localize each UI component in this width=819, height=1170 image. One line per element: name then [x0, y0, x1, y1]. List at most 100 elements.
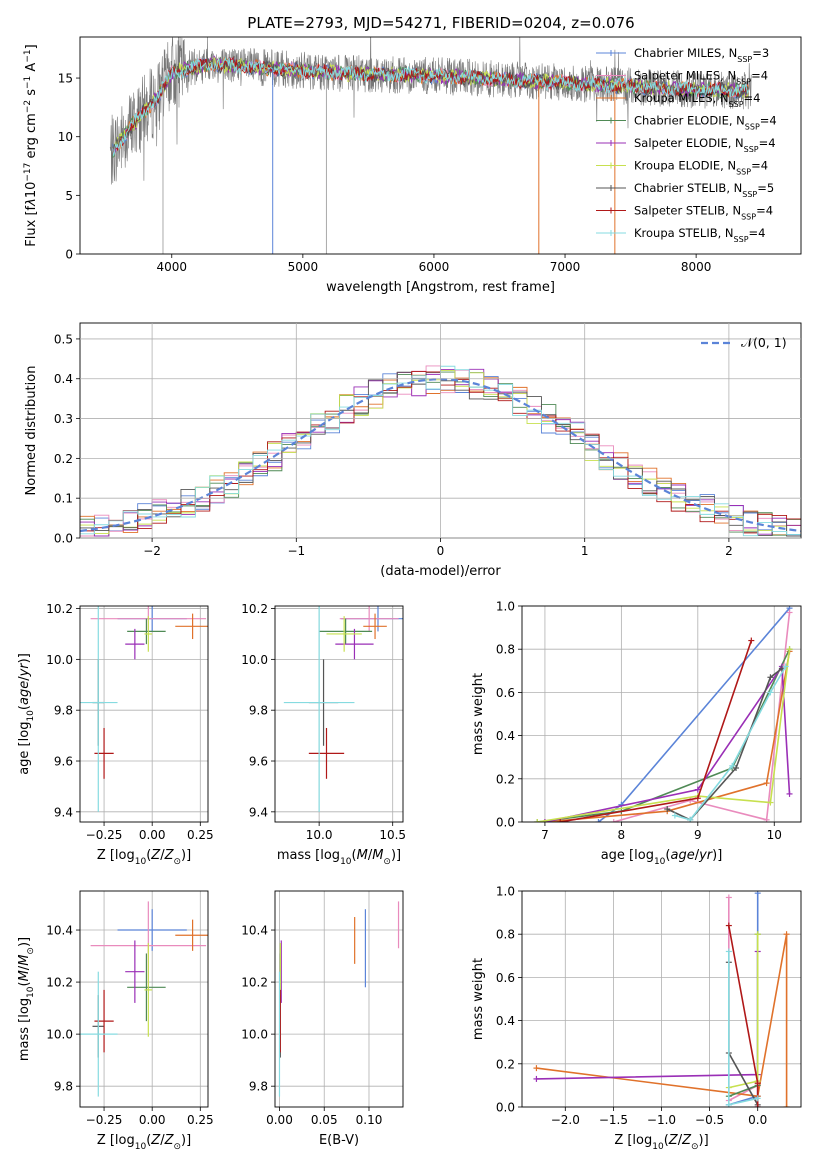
y-tick-label: 10.2 — [241, 602, 268, 616]
model-spectrum-line — [112, 55, 749, 157]
axes-frame — [274, 890, 404, 1108]
x-tick-label: 6000 — [419, 260, 450, 274]
y-axis-label: Flux [fλ10−17 erg cm−2 s−1 A−1] — [23, 44, 39, 246]
y-tick-label: 1.0 — [496, 885, 515, 899]
y-tick-label: 0.8 — [496, 928, 515, 942]
x-tick-label: 0.00 — [266, 1113, 293, 1127]
x-tick-label: 0.0 — [748, 1113, 767, 1127]
y-tick-label: 0.0 — [496, 1101, 515, 1115]
x-tick-label: 8 — [618, 828, 626, 842]
age-vs-mass-panel: 10.0 10.5 9.4 9.6 9.8 10.0 10.2 mass [log10(M/M… — [241, 602, 406, 867]
x-tick-label: −1.5 — [599, 1113, 628, 1127]
y-tick-label: 0.3 — [54, 412, 73, 426]
y-tick-label: 0.2 — [54, 452, 73, 466]
legend-label: Salpeter MILES, NSSP=4 — [634, 69, 768, 87]
x-tick-label: 7000 — [550, 260, 581, 274]
y-tick-label: 0.8 — [496, 643, 515, 657]
x-tick-label: 0.25 — [187, 828, 214, 842]
y-tick-label: 10.0 — [241, 1028, 268, 1042]
y-axis-label: mass weight — [471, 958, 486, 1040]
legend-label: Kroupa ELODIE, NSSP=4 — [634, 159, 768, 177]
y-tick-label: 0.0 — [496, 816, 515, 830]
y-tick-label: 0.4 — [496, 1014, 515, 1028]
x-tick-label: 2 — [725, 544, 733, 558]
y-tick-label: 0 — [65, 248, 73, 262]
axes-frame — [79, 890, 209, 1108]
weight-vs-metallicity-panel: −2.0 −1.5 −1.0 −0.5 0.0 0.0 0.2 0.4 0.6 0.8 1.0 Z [… — [471, 885, 802, 1152]
y-tick-label: 9.8 — [249, 704, 268, 718]
x-tick-label: 8000 — [681, 260, 712, 274]
weight-series-line — [537, 649, 791, 822]
x-tick-label: 7 — [541, 828, 549, 842]
axes-frame — [521, 890, 802, 1108]
y-axis-label: Normed distribution — [24, 366, 39, 496]
model-spectrum-line — [112, 56, 749, 151]
plot-area — [109, 37, 752, 254]
legend-label: Chabrier ELODIE, NSSP=4 — [634, 114, 777, 132]
y-tick-label: 5 — [65, 189, 73, 203]
x-axis-label: E(B-V) — [319, 1133, 359, 1148]
residual-histogram-panel: −2 −1 0 1 2 0.0 0.1 0.2 0.3 0.4 0.5 (data-model)/er… — [24, 322, 802, 579]
model-spectrum-line — [112, 56, 749, 154]
axes-frame — [79, 36, 802, 255]
x-axis-label: wavelength [Angstrom, rest frame] — [326, 280, 555, 295]
x-tick-label: 4000 — [156, 260, 187, 274]
axes-frame — [274, 605, 404, 823]
legend-label: Chabrier STELIB, NSSP=5 — [634, 181, 774, 199]
y-tick-label: 0.4 — [54, 372, 73, 386]
x-tick-label: −0.25 — [86, 828, 123, 842]
weight-series-line — [536, 934, 788, 1107]
x-tick-label: 0.10 — [356, 1113, 383, 1127]
y-tick-label: 1.0 — [496, 600, 515, 614]
x-axis-label: age [log10(age/yr)] — [601, 848, 723, 867]
x-tick-label: 0.05 — [311, 1113, 338, 1127]
y-tick-label: 10.0 — [241, 653, 268, 667]
legend-label: 𝒩(0, 1) — [741, 335, 787, 350]
y-tick-label: 0.5 — [54, 332, 73, 346]
mass-vs-ebv-panel: 0.00 0.05 0.10 9.8 10.0 10.2 10.4 E(B-V) — [241, 890, 404, 1148]
mass-vs-metallicity-panel: −0.25 0.00 0.25 9.8 10.0 10.2 10.4 Z [log10(Z/Z… — [17, 890, 214, 1152]
y-tick-label: 10.0 — [46, 1028, 73, 1042]
axes-frame — [79, 605, 209, 823]
y-tick-label: 10.2 — [46, 976, 73, 990]
y-tick-label: 9.6 — [54, 755, 73, 769]
spectrum-panel: 4000 5000 6000 7000 8000 0 5 10 15 wavelength [An… — [23, 36, 802, 295]
y-tick-label: 9.8 — [249, 1080, 268, 1094]
x-tick-label: 5000 — [288, 260, 319, 274]
y-tick-label: 9.8 — [54, 704, 73, 718]
plot-area — [533, 891, 790, 1107]
x-tick-label: 0 — [437, 544, 445, 558]
x-axis-label: mass [log10(M/M⊙)] — [277, 848, 401, 867]
y-tick-label: 10 — [58, 130, 73, 144]
x-tick-label: 1 — [581, 544, 589, 558]
y-tick-label: 0.4 — [496, 729, 515, 743]
weight-vs-age-panel: 7 8 9 10 0.0 0.2 0.4 0.6 0.8 1.0 age [log10(age/yr… — [471, 600, 802, 867]
y-tick-label: 0.1 — [54, 492, 73, 506]
x-tick-label: 0.00 — [139, 1113, 166, 1127]
plot-area — [283, 606, 403, 812]
y-tick-label: 9.6 — [249, 755, 268, 769]
y-tick-label: 0.6 — [496, 971, 515, 985]
x-tick-label: 10.5 — [379, 828, 406, 842]
y-tick-label: 9.8 — [54, 1080, 73, 1094]
legend-label: Kroupa STELIB, NSSP=4 — [634, 226, 765, 244]
x-tick-label: 0.25 — [187, 1113, 214, 1127]
age-vs-metallicity-panel: −0.25 0.00 0.25 9.4 9.6 9.8 10.0 10.2 Z [log10(Z… — [17, 602, 214, 867]
plot-area — [278, 901, 400, 1097]
chart-title: PLATE=2793, MJD=54271, FIBERID=0204, z=0… — [247, 14, 634, 32]
y-tick-label: 0.0 — [54, 532, 73, 546]
plot-area — [80, 901, 208, 1097]
y-axis-label: age [log10(age/yr)] — [17, 653, 36, 775]
x-tick-label: −2 — [143, 544, 161, 558]
y-tick-label: 10.2 — [46, 602, 73, 616]
weight-series-line — [544, 664, 791, 822]
y-tick-label: 0.2 — [496, 1057, 515, 1071]
x-tick-label: 0.00 — [139, 828, 166, 842]
y-tick-label: 10.2 — [241, 976, 268, 990]
x-axis-label: (data-model)/error — [380, 564, 501, 579]
legend-label: Salpeter ELODIE, NSSP=4 — [634, 136, 776, 154]
y-axis-label: mass [log10(M/M⊙)] — [17, 937, 36, 1061]
y-tick-label: 0.6 — [496, 686, 515, 700]
y-axis-label: mass weight — [471, 673, 486, 755]
